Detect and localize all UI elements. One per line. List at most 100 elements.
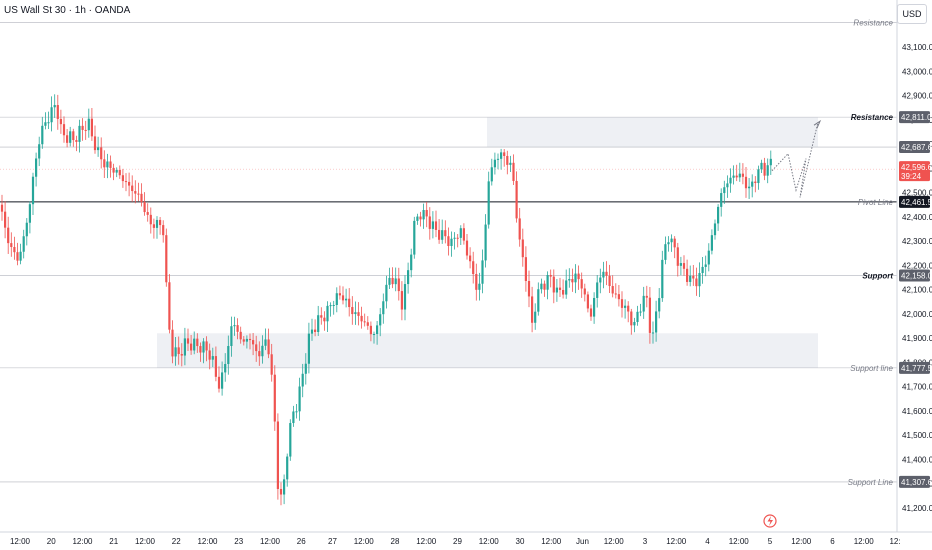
candle-body	[614, 293, 617, 295]
candle-down	[627, 301, 630, 323]
candle-body	[577, 273, 580, 280]
candle-up	[766, 158, 769, 184]
candle-down	[62, 116, 66, 143]
candle-body	[115, 170, 118, 173]
candle-up	[574, 264, 577, 294]
symbol-title[interactable]: US Wall St 30 · 1h · OANDA	[4, 5, 131, 16]
candle-up	[701, 256, 704, 284]
candle-body	[422, 209, 425, 220]
candle-body	[416, 216, 419, 221]
candle-body	[661, 259, 664, 299]
candle-body	[391, 277, 394, 285]
candle-body	[692, 275, 695, 279]
candle-down	[81, 118, 84, 141]
candle-body	[90, 118, 93, 137]
candle-body	[689, 275, 692, 282]
candle-body	[304, 363, 307, 374]
candle-up	[227, 335, 230, 375]
candle-up	[224, 353, 227, 382]
candle-down	[165, 228, 168, 287]
candle-body	[366, 322, 369, 326]
candle-up	[707, 243, 710, 272]
candle-body	[134, 191, 137, 194]
candle-up	[301, 363, 304, 398]
time-tick-label: 12:00	[854, 537, 875, 546]
candle-body	[515, 180, 518, 219]
candle-up	[211, 347, 214, 368]
time-tick-label: 30	[516, 537, 525, 546]
candle-body	[295, 411, 298, 413]
candle-body	[41, 125, 44, 145]
candle-down	[524, 246, 527, 292]
time-axis[interactable]: 12:00 20 12:00 21 12:00 22 12:00 23 12:00 26 27 12:…	[0, 531, 932, 546]
flash-icon[interactable]	[763, 514, 777, 528]
candle-body	[286, 456, 289, 480]
candle-body	[633, 321, 636, 326]
candle-body	[155, 219, 159, 228]
candle-down	[620, 291, 624, 318]
candle-up	[382, 293, 385, 324]
candle-body	[53, 105, 56, 108]
candle-up	[602, 261, 605, 289]
time-tick-label: 12:00	[541, 537, 562, 546]
candle-body	[552, 276, 555, 293]
time-tick-label: 20	[47, 537, 56, 546]
candle-body	[239, 331, 242, 340]
candle-down	[527, 270, 531, 308]
candle-up	[202, 338, 205, 364]
candle-body	[695, 278, 698, 287]
candle-body	[500, 152, 503, 159]
candle-body	[617, 294, 620, 300]
candle-down	[630, 308, 633, 335]
candle-body	[518, 218, 521, 240]
candle-body	[118, 170, 121, 176]
candle-down	[391, 267, 394, 289]
candle-body	[611, 286, 614, 294]
candle-body	[490, 167, 493, 182]
candle-up	[416, 213, 419, 225]
candle-down	[543, 280, 546, 297]
candle-up	[50, 96, 53, 132]
candle-body	[38, 144, 41, 159]
time-tick-label: 12:00	[666, 537, 687, 546]
candle-down	[152, 218, 155, 239]
candle-down	[676, 242, 679, 277]
candle-body	[13, 247, 16, 253]
candle-body	[205, 341, 208, 351]
candle-body	[546, 275, 549, 290]
candle-body	[301, 373, 304, 387]
candle-down	[648, 286, 651, 344]
candle-down	[577, 265, 580, 290]
candle-body	[62, 124, 66, 136]
price-tick-label: 42,900.0	[902, 92, 932, 101]
currency-button[interactable]: USD	[897, 4, 927, 24]
candle-up	[53, 94, 56, 118]
candle-up	[639, 303, 642, 317]
candle-up	[97, 136, 100, 157]
candle-body	[214, 356, 217, 377]
projection-arrowhead	[813, 119, 822, 129]
candle-down	[741, 163, 744, 185]
candle-down	[180, 343, 183, 367]
candle-down	[205, 336, 208, 362]
price-tag-bg	[899, 475, 930, 488]
time-tick-label: 22	[172, 537, 181, 546]
countdown-text: 39:24	[901, 172, 922, 181]
candle-body	[289, 423, 292, 457]
candle-down	[348, 288, 351, 317]
candle-up	[69, 126, 72, 147]
price-tick-label: 41,500.0	[902, 431, 932, 440]
candle-body	[211, 356, 214, 360]
candle-down	[531, 286, 534, 333]
candle-body	[664, 244, 667, 260]
candle-down	[558, 277, 562, 297]
candle-down	[124, 173, 128, 192]
candle-body	[555, 287, 558, 293]
time-tick-label: 6	[830, 537, 835, 546]
candle-body	[481, 260, 484, 284]
candle-body	[400, 291, 403, 310]
candle-up	[670, 234, 673, 252]
price-tick-label: 42,500.0	[902, 189, 932, 198]
price-axis[interactable]: 43,100.043,000.042,900.042,800.042,700.0…	[896, 0, 932, 532]
